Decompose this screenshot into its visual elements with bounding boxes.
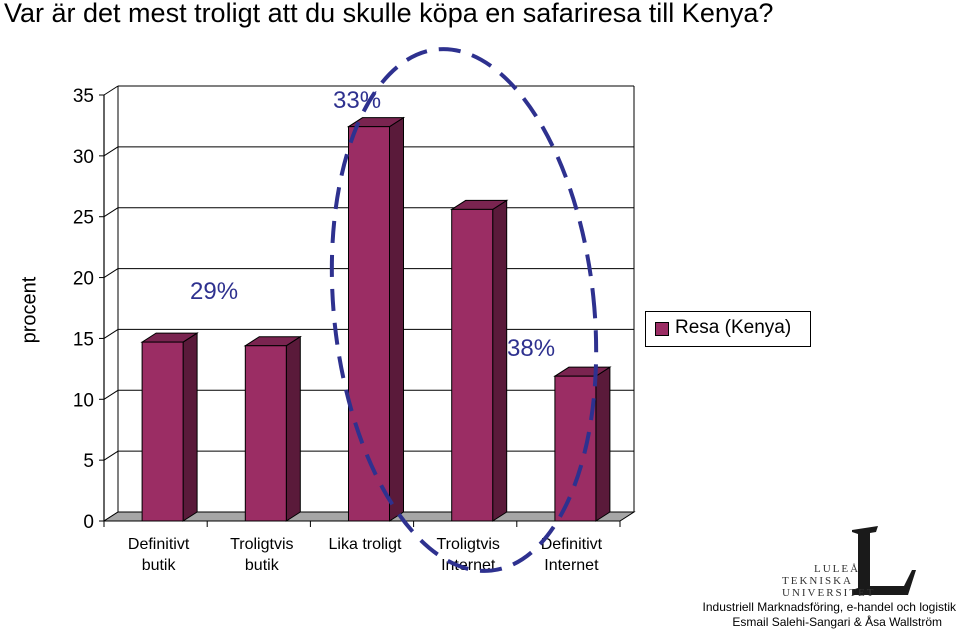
gridline-side bbox=[103, 85, 119, 96]
footer-department: Industriell Marknadsföring, e-handel och… bbox=[702, 600, 956, 614]
bar-side bbox=[285, 335, 301, 522]
annotation-29: 29% bbox=[190, 278, 239, 305]
logo-wordmark: LULEÅ TEKNISKA UNIVERSITET bbox=[782, 563, 876, 599]
y-tick-label: 10 bbox=[73, 390, 94, 411]
bar bbox=[554, 375, 597, 522]
logo-line: TEKNISKA bbox=[782, 575, 853, 587]
y-tick-label: 30 bbox=[73, 147, 94, 168]
y-tick-label: 5 bbox=[83, 451, 94, 472]
y-axis-label: procent bbox=[18, 276, 41, 344]
legend-label: Resa (Kenya) bbox=[675, 317, 792, 338]
x-tick-label: Definitivt bbox=[128, 536, 190, 553]
bar-side bbox=[595, 366, 611, 522]
x-tick-label: Definitivt bbox=[541, 536, 603, 553]
legend: Resa (Kenya) bbox=[645, 311, 811, 347]
bar bbox=[141, 341, 184, 522]
annotation-33: 33% bbox=[333, 87, 382, 114]
x-tick-label: Internet bbox=[544, 557, 599, 574]
gridline-side bbox=[103, 329, 119, 339]
logo-line: UNIVERSITET bbox=[782, 587, 876, 599]
x-tick-label: butik bbox=[142, 557, 177, 574]
bar bbox=[244, 345, 287, 522]
gridline-side bbox=[103, 268, 119, 278]
y-tick-label: 20 bbox=[73, 269, 94, 290]
bar-side bbox=[389, 116, 404, 522]
bar-side bbox=[182, 332, 198, 522]
y-tick-label: 25 bbox=[73, 208, 94, 229]
x-tick-label: Troligtvis bbox=[436, 536, 499, 553]
y-tick-label: 15 bbox=[73, 329, 94, 350]
x-tick-label: butik bbox=[245, 557, 280, 574]
y-tick-label: 0 bbox=[83, 512, 94, 533]
x-tick-label: Troligtvis bbox=[230, 536, 293, 553]
gridline-side bbox=[103, 146, 119, 157]
logo-line: LULEÅ bbox=[814, 563, 861, 575]
bar-side bbox=[492, 199, 508, 522]
footer-authors: Esmail Salehi-Sangari & Åsa Wallström bbox=[732, 615, 942, 629]
annotation-38: 38% bbox=[507, 335, 556, 362]
university-logo bbox=[852, 526, 916, 595]
bar bbox=[451, 208, 494, 522]
y-tick-label: 35 bbox=[73, 86, 94, 107]
gridline-side bbox=[103, 389, 119, 400]
gridline-side bbox=[103, 207, 119, 218]
chart-title: Var är det mest troligt att du skulle kö… bbox=[4, 0, 774, 28]
highlight-ellipse bbox=[329, 47, 599, 573]
gridline-side bbox=[103, 450, 119, 461]
legend-swatch bbox=[655, 322, 669, 336]
x-tick-label: Lika troligt bbox=[329, 536, 402, 553]
